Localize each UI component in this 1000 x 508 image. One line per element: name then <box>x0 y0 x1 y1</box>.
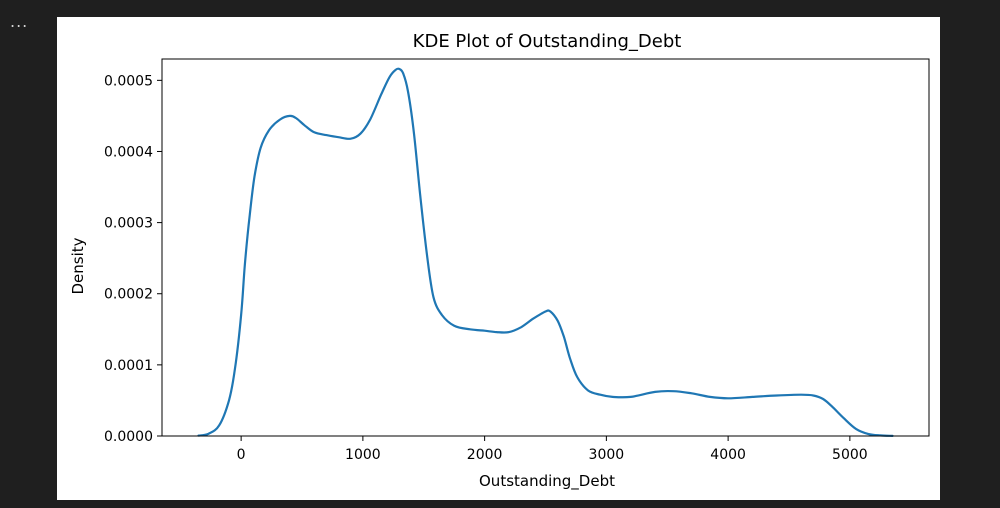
y-axis-ticks: 0.0000 0.0001 0.0002 0.0003 0.0004 0.0005 <box>104 73 162 445</box>
y-tick-label: 0.0000 <box>104 429 153 445</box>
plot-area-frame <box>161 58 930 437</box>
y-tick-label: 0.0004 <box>104 144 153 160</box>
x-tick-label: 4000 <box>710 447 746 463</box>
y-tick-label: 0.0005 <box>104 73 153 89</box>
y-axis-label: Density <box>69 237 87 294</box>
figure-canvas: KDE Plot of Outstanding_Debt 0 1000 2000 30… <box>57 17 940 500</box>
x-axis-label: Outstanding_Debt <box>479 472 615 491</box>
x-axis-ticks: 0 1000 2000 3000 4000 5000 <box>237 436 868 463</box>
kde-density-line <box>197 67 894 437</box>
y-tick-label: 0.0001 <box>104 358 153 374</box>
y-tick-label: 0.0003 <box>104 216 153 232</box>
kde-chart: KDE Plot of Outstanding_Debt 0 1000 2000 30… <box>69 31 930 491</box>
x-tick-label: 1000 <box>345 447 381 463</box>
y-tick-label: 0.0002 <box>104 287 153 303</box>
more-options-icon[interactable]: ... <box>10 12 29 31</box>
x-tick-label: 2000 <box>467 447 503 463</box>
x-tick-label: 3000 <box>589 447 625 463</box>
x-tick-label: 5000 <box>832 447 868 463</box>
chart-title: KDE Plot of Outstanding_Debt <box>413 31 682 52</box>
x-tick-label: 0 <box>237 447 246 463</box>
